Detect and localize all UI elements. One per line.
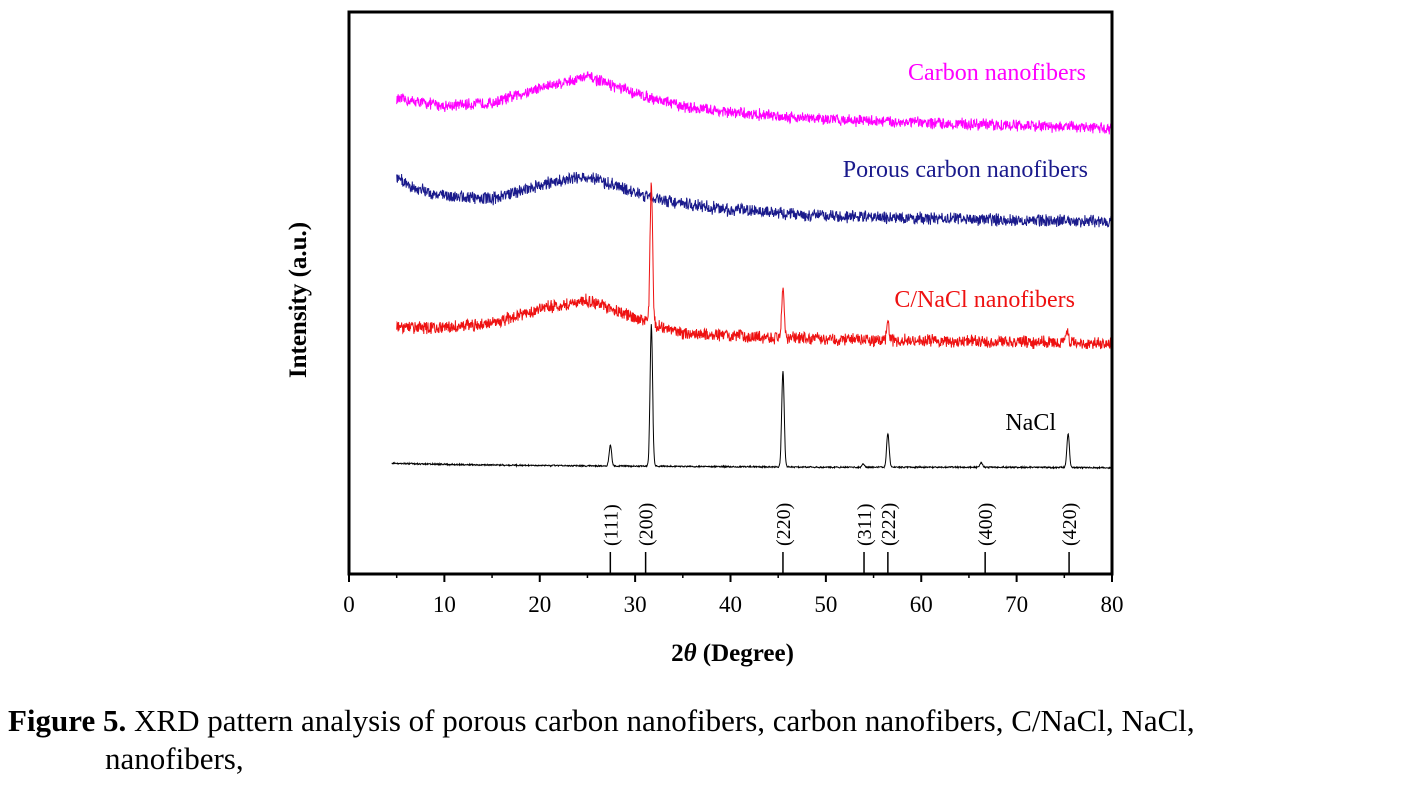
x-tick-label-6: 60 (910, 592, 933, 617)
x-tick-label-1: 10 (433, 592, 456, 617)
annotation-layer: (111) (200) (220) (311) (222) (400) (420) (600, 503, 1081, 574)
x-axis-label-suffix: (Degree) (697, 640, 794, 667)
x-tick-label-5: 50 (814, 592, 837, 617)
x-tick-label-3: 30 (624, 592, 647, 617)
x-axis: 0 10 20 30 40 50 60 70 80 (343, 574, 1124, 617)
series-label-3: NaCl (1005, 410, 1056, 436)
reflection-label-5: (400) (975, 503, 997, 546)
series-line-2 (396, 182, 1113, 350)
series-line-3 (391, 324, 1113, 470)
x-tick-label-7: 70 (1005, 592, 1028, 617)
y-axis-label: Intensity (a.u.) (285, 222, 312, 378)
x-axis-label-prefix: 2 (671, 640, 684, 667)
caption-text-line2: nanofibers, (105, 741, 244, 776)
x-axis-label-symbol: θ (684, 640, 697, 667)
x-axis-label: 2θ (Degree) (671, 640, 794, 667)
x-tick-label-4: 40 (719, 592, 742, 617)
x-tick-label-8: 80 (1101, 592, 1124, 617)
series-label-2: C/NaCl nanofibers (894, 287, 1075, 313)
reflection-label-3: (311) (854, 503, 876, 546)
reflection-label-4: (222) (878, 503, 900, 546)
reflection-label-0: (111) (600, 504, 622, 546)
series-label-0: Carbon nanofibers (908, 60, 1086, 86)
caption-text-line1: XRD pattern analysis of porous carbon na… (126, 703, 1195, 738)
series-labels: Carbon nanofibers Porous carbon nanofiber… (843, 60, 1088, 436)
figure-label: Figure 5. (8, 703, 127, 738)
series-line-1 (396, 171, 1113, 228)
series-line-0 (396, 71, 1113, 135)
xrd-chart: (111) (200) (220) (311) (222) (400) (420) 0 10 2… (285, 10, 1124, 667)
figure-caption: Figure 5. XRD pattern analysis of porous… (8, 702, 1413, 778)
reflection-label-1: (200) (636, 503, 658, 546)
series-label-1: Porous carbon nanofibers (843, 157, 1088, 183)
reflection-label-2: (220) (773, 503, 795, 546)
x-tick-label-0: 0 (343, 592, 355, 617)
x-tick-label-2: 20 (528, 592, 551, 617)
reflection-label-6: (420) (1059, 503, 1081, 546)
series-layer (391, 71, 1113, 470)
